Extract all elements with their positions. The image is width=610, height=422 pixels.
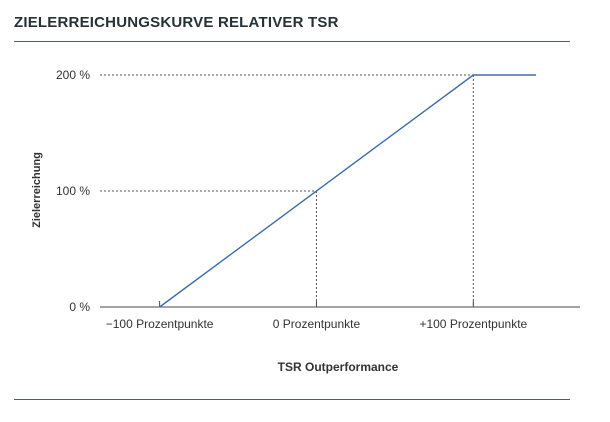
chart-title: ZIELERREICHUNGSKURVE RELATIVER TSR [14,14,339,31]
series-group [159,74,537,308]
y-tick-label: 0 % [69,300,90,314]
x-tick-label: 0 Prozentpunkte [273,317,361,331]
x-tick-label: −100 Prozentpunkte [106,317,214,331]
reference-lines [100,74,474,307]
y-tick-labels: 0 % 100 % 200 % [56,68,90,314]
x-tick-marks [159,301,474,307]
series-line [159,74,537,308]
top-divider [14,41,570,42]
x-tick-labels: −100 Prozentpunkte 0 Prozentpunkte +100 Pr… [106,317,528,331]
x-tick-label: +100 Prozentpunkte [419,317,527,331]
y-tick-label: 200 % [56,68,90,82]
x-axis-label: TSR Outperformance [278,360,399,374]
bottom-divider [14,399,570,400]
y-tick-label: 100 % [56,184,90,198]
y-axis-label: Zielerreichung [31,152,43,228]
